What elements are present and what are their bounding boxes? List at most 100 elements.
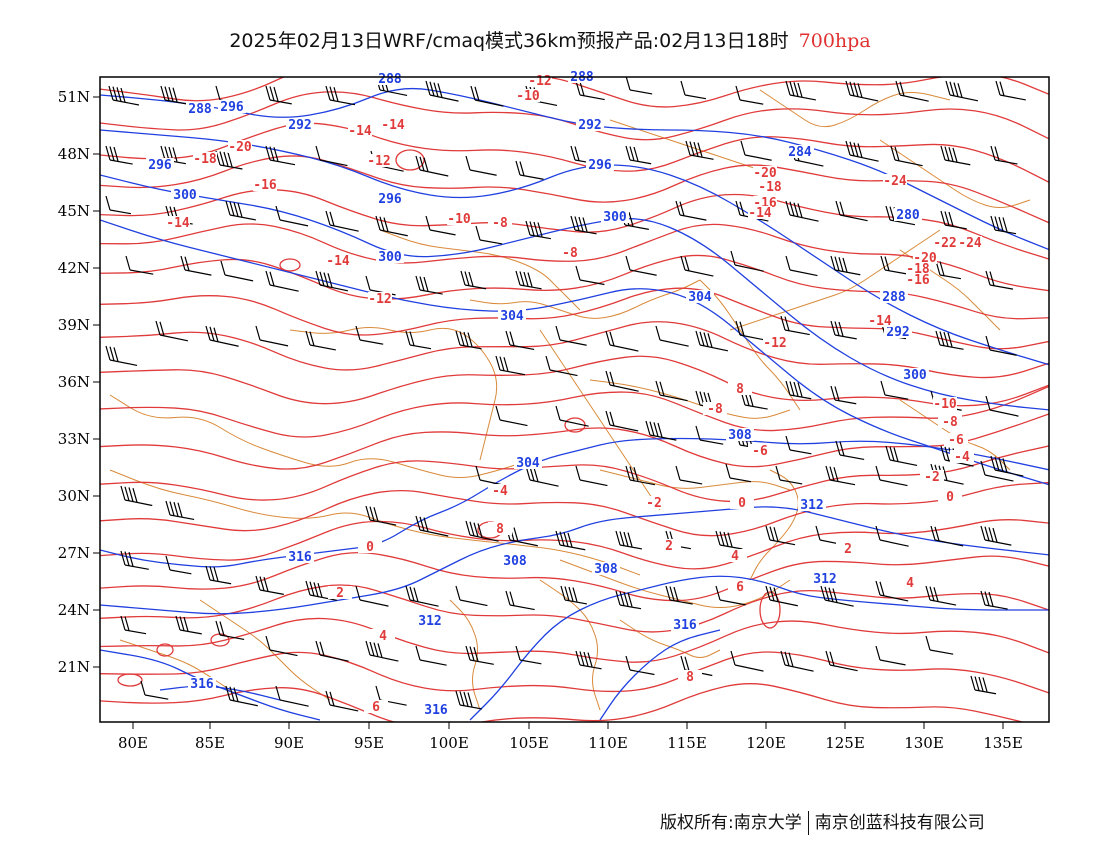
- label-bg: [186, 102, 214, 115]
- wind-barb: [990, 215, 1017, 235]
- wind-barb: [455, 690, 483, 710]
- border-line: [879, 139, 1031, 208]
- wind-barb: [205, 325, 239, 347]
- height-label: 304: [500, 309, 524, 324]
- temperature-label: -4: [954, 450, 970, 465]
- label-bg: [416, 614, 444, 627]
- label-bg: [894, 208, 922, 221]
- isotherm-line: [100, 617, 1049, 663]
- wind-barb: [525, 220, 552, 240]
- geopotential-line: [599, 629, 721, 721]
- border-line: [699, 279, 801, 411]
- label-bg: [950, 450, 974, 463]
- wind-barb: [415, 275, 443, 295]
- latitude-axis: 51N 48N 45N 42N 39N 36N 33N 30N 27N 24N 21N: [58, 88, 100, 676]
- wind-barb: [940, 145, 971, 166]
- label-bg: [884, 325, 912, 338]
- wind-barb: [740, 140, 772, 161]
- label-bg: [730, 496, 754, 509]
- wind-barb: [105, 145, 133, 165]
- temperature-label: -10: [516, 89, 540, 104]
- label-bg: [488, 216, 512, 229]
- label-bg: [642, 496, 666, 509]
- wind-barb: [165, 555, 192, 575]
- isotherm-loop: [279, 258, 301, 272]
- isotherm-line: [100, 385, 1049, 438]
- wind-barb: [935, 330, 964, 350]
- lon-tick-label: 95E: [354, 734, 384, 752]
- isotherm-line: [100, 355, 1049, 407]
- wind-barb: [225, 685, 258, 707]
- temperature-label: -10: [447, 212, 471, 227]
- wind-barb: [980, 590, 1008, 610]
- border-line: [589, 379, 791, 419]
- wind-barb: [415, 645, 447, 666]
- label-bg: [883, 174, 907, 187]
- title-text: 2025年02月13日WRF/cmaq模式36km预报产品:02月13日18时: [229, 30, 789, 52]
- wind-barb: [985, 270, 1014, 290]
- label-bg: [753, 196, 777, 209]
- wind-barb: [925, 585, 957, 606]
- map-title: 2025年02月13日WRF/cmaq模式36km预报产品:02月13日18时 7…: [0, 26, 1100, 53]
- temperature-label: -20: [753, 166, 777, 181]
- label-bg: [514, 456, 542, 469]
- isotherm-loop: [759, 591, 781, 629]
- border-line: [899, 399, 1011, 471]
- wind-barb: [995, 80, 1026, 101]
- isotherm-line: [100, 584, 1049, 633]
- wind-barb: [515, 645, 542, 665]
- temperature-label: -2: [646, 496, 662, 511]
- label-bg: [193, 152, 217, 165]
- temperature-label: 8: [686, 670, 694, 685]
- wind-barb: [575, 650, 602, 670]
- wind-barb: [875, 465, 908, 487]
- label-bg: [763, 336, 787, 349]
- border-line: [559, 559, 791, 608]
- wind-barb: [875, 525, 909, 547]
- temperature-label: -14: [868, 314, 892, 329]
- wind-barb: [275, 205, 309, 227]
- isotherm-line: [100, 445, 1049, 503]
- label-bg: [748, 206, 772, 219]
- label-bg: [703, 402, 727, 415]
- height-label: 284: [788, 145, 812, 160]
- wind-barb: [525, 465, 559, 487]
- label-bg: [868, 314, 892, 327]
- wind-barb: [875, 580, 909, 602]
- wind-barb: [165, 500, 195, 521]
- border-line: [539, 579, 601, 711]
- label-bg: [498, 309, 526, 322]
- border-line: [749, 469, 799, 581]
- wind-barb: [555, 325, 587, 346]
- label-bg: [367, 154, 391, 167]
- wind-barb: [890, 145, 923, 167]
- label-bg: [501, 554, 529, 567]
- geopotential-line: [469, 575, 1049, 721]
- temperature-label: -14: [748, 206, 772, 221]
- wind-barb: [125, 255, 154, 275]
- wind-barb: [605, 330, 639, 352]
- label-bg: [166, 216, 190, 229]
- label-bg: [558, 246, 582, 259]
- wind-barb: [265, 270, 299, 292]
- lon-tick-label: 85E: [195, 734, 225, 752]
- wind-barb: [515, 270, 542, 290]
- label-bg: [786, 145, 814, 158]
- label-bg: [364, 700, 388, 713]
- lat-tick-label: 33N: [58, 430, 90, 448]
- height-label: 296: [588, 158, 612, 173]
- wind-barb: [785, 255, 818, 277]
- height-label: 304: [688, 290, 712, 305]
- wind-barb: [980, 460, 1014, 482]
- wind-barb: [555, 530, 586, 551]
- height-label: 316: [424, 703, 448, 718]
- label-bg: [253, 178, 277, 191]
- border-line: [609, 119, 761, 171]
- temperature-label: -12: [763, 336, 786, 351]
- temperature-label: -12: [367, 154, 390, 169]
- lat-tick-label: 45N: [58, 202, 90, 220]
- wind-barb: [895, 80, 929, 102]
- geopotential-line: [100, 506, 1049, 615]
- label-bg: [811, 572, 839, 585]
